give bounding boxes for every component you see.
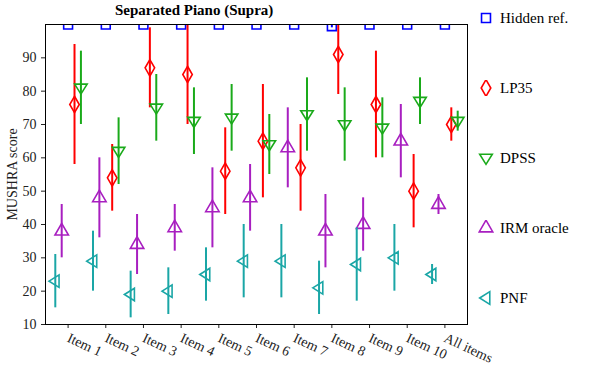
svg-text:Item 9: Item 9 — [366, 330, 405, 359]
html-text:DPSS: DPSS — [500, 149, 536, 166]
svg-text:80: 80 — [23, 84, 37, 99]
html-text:Hidden ref.: Hidden ref. — [500, 9, 569, 26]
svg-text:Item 8: Item 8 — [329, 330, 368, 359]
html-text:Separated Piano (Supra): Separated Piano (Supra) — [115, 2, 274, 18]
svg-text:20: 20 — [23, 284, 37, 299]
svg-text:Item 1: Item 1 — [65, 330, 104, 359]
html-text:PNF: PNF — [500, 289, 528, 306]
svg-text:Item 3: Item 3 — [140, 330, 179, 359]
svg-text:Item 4: Item 4 — [178, 330, 217, 359]
svg-text:All items: All items — [442, 330, 495, 365]
svg-text:Item 2: Item 2 — [103, 330, 142, 359]
html-text:IRM oracle: IRM oracle — [500, 219, 569, 236]
svg-text:30: 30 — [23, 250, 37, 265]
svg-text:70: 70 — [23, 117, 37, 132]
svg-text:Item 5: Item 5 — [216, 330, 255, 359]
svg-text:40: 40 — [23, 217, 37, 232]
svg-text:10: 10 — [23, 317, 37, 332]
svg-text:50: 50 — [23, 184, 37, 199]
svg-text:Item 10: Item 10 — [404, 330, 449, 362]
svg-text:90: 90 — [23, 50, 37, 65]
svg-text:MUSHRA score: MUSHRA score — [5, 128, 20, 220]
svg-text:Item 7: Item 7 — [291, 330, 330, 359]
html-text:LP35: LP35 — [500, 79, 533, 96]
svg-text:Item 6: Item 6 — [253, 330, 292, 359]
svg-text:60: 60 — [23, 150, 37, 165]
